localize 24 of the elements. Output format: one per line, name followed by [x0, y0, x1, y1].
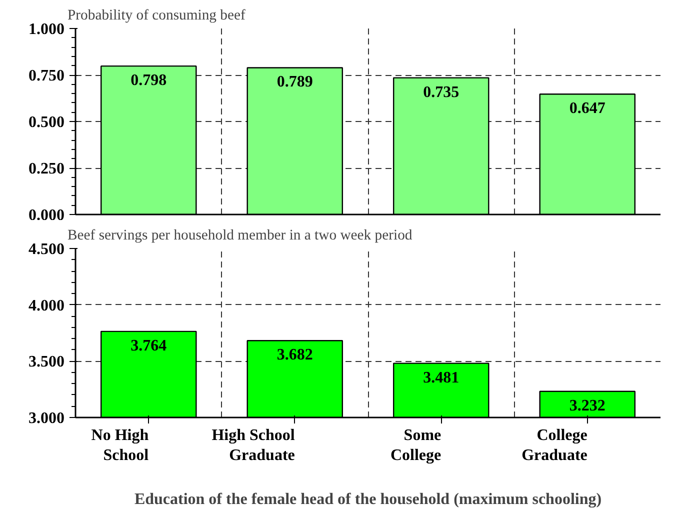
- x-tick-label: No High School: [91, 426, 150, 464]
- x-tick-label: Some College: [390, 426, 442, 464]
- chart-title: Beef servings per household member in a two week period: [68, 228, 413, 244]
- x-tick-label: College Graduate: [522, 426, 588, 464]
- y-tick-label: 3.000: [28, 410, 64, 427]
- data-label: 0.735: [423, 84, 460, 101]
- y-tick-label: 0.000: [28, 207, 64, 224]
- x-axis-title: Education of the female head of the household (maximum schooling): [134, 490, 602, 508]
- chart-title: Probability of consuming beef: [68, 8, 246, 24]
- y-tick-label: 1.000: [28, 21, 64, 38]
- data-label: 3.232: [569, 397, 606, 414]
- y-tick-label: 4.500: [28, 241, 64, 258]
- y-tick-label: 3.500: [28, 354, 64, 371]
- y-tick-label: 0.750: [28, 68, 64, 84]
- y-tick-label: 4.000: [28, 297, 64, 314]
- y-tick-label: 0.500: [28, 114, 64, 131]
- data-label: 0.789: [276, 74, 313, 91]
- x-tick-label: High School Graduate: [212, 426, 296, 464]
- data-label: 3.764: [130, 337, 167, 354]
- data-label: 0.798: [130, 72, 167, 90]
- data-label: 3.481: [423, 369, 460, 386]
- data-label: 3.682: [276, 346, 313, 364]
- data-label: 0.647: [569, 100, 606, 118]
- y-tick-label: 0.250: [28, 160, 64, 178]
